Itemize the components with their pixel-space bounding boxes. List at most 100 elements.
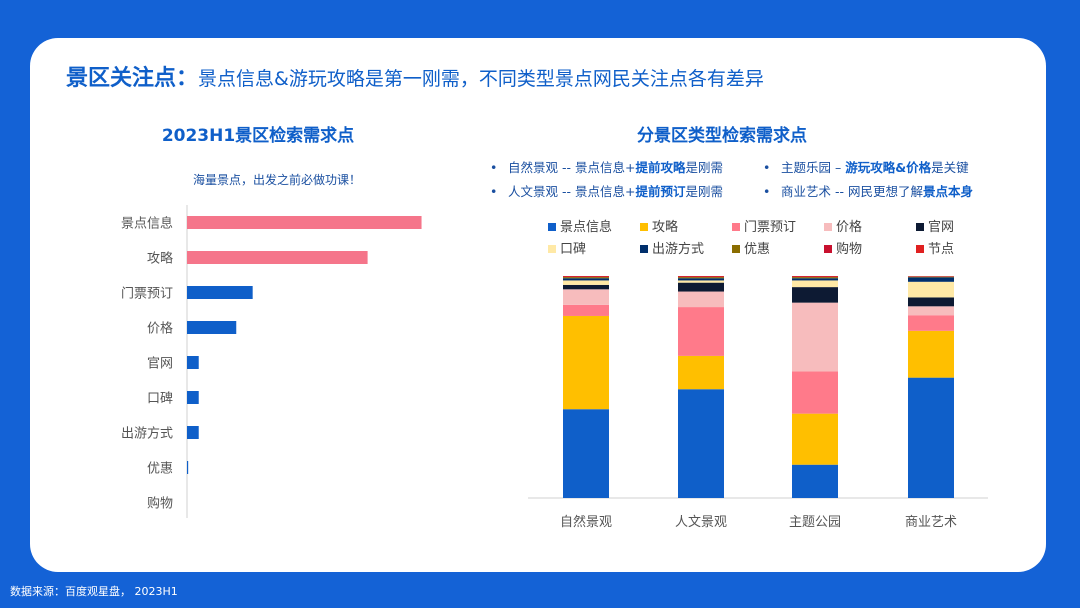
left-category-label: 出游方式 — [121, 426, 173, 442]
stacked-segment — [678, 291, 724, 308]
bullet-commercial: • 商业艺术 -- 网民更想了解景点本身 — [763, 181, 973, 200]
stacked-segment — [792, 464, 838, 498]
stacked-segment — [792, 280, 838, 288]
right-category-label: 自然景观 — [560, 514, 612, 530]
legend-label: 门票预订 — [744, 220, 796, 235]
stacked-segment — [908, 297, 954, 307]
stacked-segment — [678, 280, 724, 283]
left-category-label: 口碑 — [147, 391, 173, 407]
stacked-segment — [908, 277, 954, 282]
legend-swatch — [640, 245, 648, 253]
stacked-segment — [563, 284, 609, 290]
bullet-dot: • — [763, 160, 771, 175]
left-category-label: 门票预订 — [121, 287, 173, 302]
right-category-label: 人文景观 — [675, 515, 727, 530]
bullet-text: 人文景观 -- 景点信息+ — [508, 184, 636, 199]
bullet-text-end: 是关键 — [931, 160, 969, 175]
left-bar — [187, 391, 199, 404]
legend-swatch — [824, 223, 832, 231]
legend-label: 优惠 — [744, 242, 770, 257]
legend-label: 攻略 — [652, 219, 678, 235]
left-chart-annotation: 海量景点，出发之前必做功课！ — [193, 173, 362, 187]
stacked-segment — [678, 389, 724, 498]
right-category-label: 主题公园 — [789, 515, 841, 530]
legend-label: 口碑 — [560, 241, 586, 257]
bullet-natural: • 自然景观 -- 景点信息+提前攻略是刚需 — [490, 157, 723, 176]
legend-swatch — [640, 223, 648, 231]
bullet-dot: • — [490, 160, 498, 175]
stacked-segment — [563, 277, 609, 279]
stacked-segment — [792, 302, 838, 372]
stacked-segment — [678, 277, 724, 279]
left-category-label: 价格 — [147, 321, 173, 337]
legend-label: 购物 — [836, 241, 862, 257]
bullet-dot: • — [763, 184, 771, 199]
legend-swatch — [732, 223, 740, 231]
page-title: 景区关注点：景点信息&游玩攻略是第一刚需，不同类型景点网民关注点各有差异 — [66, 60, 764, 92]
left-bar — [187, 251, 368, 264]
stacked-segment — [908, 276, 954, 278]
bullet-highlight: 提前预订 — [635, 184, 686, 199]
left-bar — [187, 286, 253, 299]
legend-label: 价格 — [836, 219, 862, 235]
left-category-label: 景点信息 — [121, 216, 173, 232]
stacked-segment — [563, 280, 609, 285]
legend-label: 出游方式 — [652, 241, 704, 257]
bullet-dot: • — [490, 184, 498, 199]
left-category-label: 优惠 — [147, 462, 173, 477]
bullet-highlight: 游玩攻略&价格 — [845, 160, 932, 175]
left-chart-title: 2023H1景区检索需求点 — [161, 126, 355, 146]
legend-label: 景点信息 — [560, 219, 612, 235]
stacked-segment — [678, 276, 724, 278]
stacked-segment — [908, 306, 954, 316]
left-bar — [187, 461, 189, 474]
stacked-segment — [908, 330, 954, 378]
right-chart-title: 分景区类型检索需求点 — [637, 126, 807, 146]
bullet-text: 自然景观 -- 景点信息+ — [508, 160, 636, 175]
legend-swatch — [548, 245, 556, 253]
bullet-text-end: 是刚需 — [685, 184, 723, 199]
data-source: 数据来源：百度观星盘， 2023H1 — [10, 585, 178, 598]
left-bar — [187, 321, 237, 334]
stacked-segment — [908, 315, 954, 331]
stacked-segment — [563, 304, 609, 316]
legend-swatch — [824, 245, 832, 253]
legend-label: 官网 — [928, 219, 954, 235]
left-category-label: 攻略 — [147, 251, 173, 267]
stacked-segment — [908, 281, 954, 298]
left-bar — [187, 426, 199, 439]
left-bar — [187, 356, 199, 369]
stacked-segment — [792, 277, 838, 279]
stacked-segment — [563, 278, 609, 281]
left-bar — [187, 216, 422, 229]
stacked-segment — [678, 355, 724, 390]
stacked-segment — [678, 278, 724, 281]
legend-swatch — [732, 245, 740, 253]
stacked-segment — [792, 276, 838, 278]
bullet-text-end: 是刚需 — [685, 160, 723, 175]
stacked-segment — [563, 409, 609, 498]
stacked-segment — [792, 278, 838, 281]
left-category-label: 官网 — [147, 356, 173, 372]
stacked-segment — [563, 276, 609, 278]
content-card — [30, 38, 1046, 572]
bullet-text: 主题乐园 – — [781, 160, 846, 175]
legend-swatch — [548, 223, 556, 231]
bullet-culture: • 人文景观 -- 景点信息+提前预订是刚需 — [490, 181, 723, 200]
page-title-main: 景区关注点： — [66, 66, 199, 91]
right-category-label: 商业艺术 — [905, 515, 957, 530]
bullet-text: 商业艺术 -- 网民更想了解 — [781, 184, 923, 199]
legend-label: 节点 — [928, 242, 954, 257]
legend-swatch — [916, 245, 924, 253]
bullet-highlight: 景点本身 — [922, 184, 973, 199]
left-category-label: 购物 — [147, 496, 173, 512]
stacked-segment — [563, 315, 609, 410]
stacked-segment — [678, 282, 724, 292]
stacked-segment — [908, 377, 954, 498]
stacked-segment — [678, 307, 724, 356]
stacked-segment — [563, 289, 609, 305]
bullet-themepark: • 主题乐园 – 游玩攻略&价格是关键 — [763, 157, 969, 176]
page-subtitle: 景点信息&游玩攻略是第一刚需，不同类型景点网民关注点各有差异 — [198, 68, 764, 90]
legend-swatch — [916, 223, 924, 231]
